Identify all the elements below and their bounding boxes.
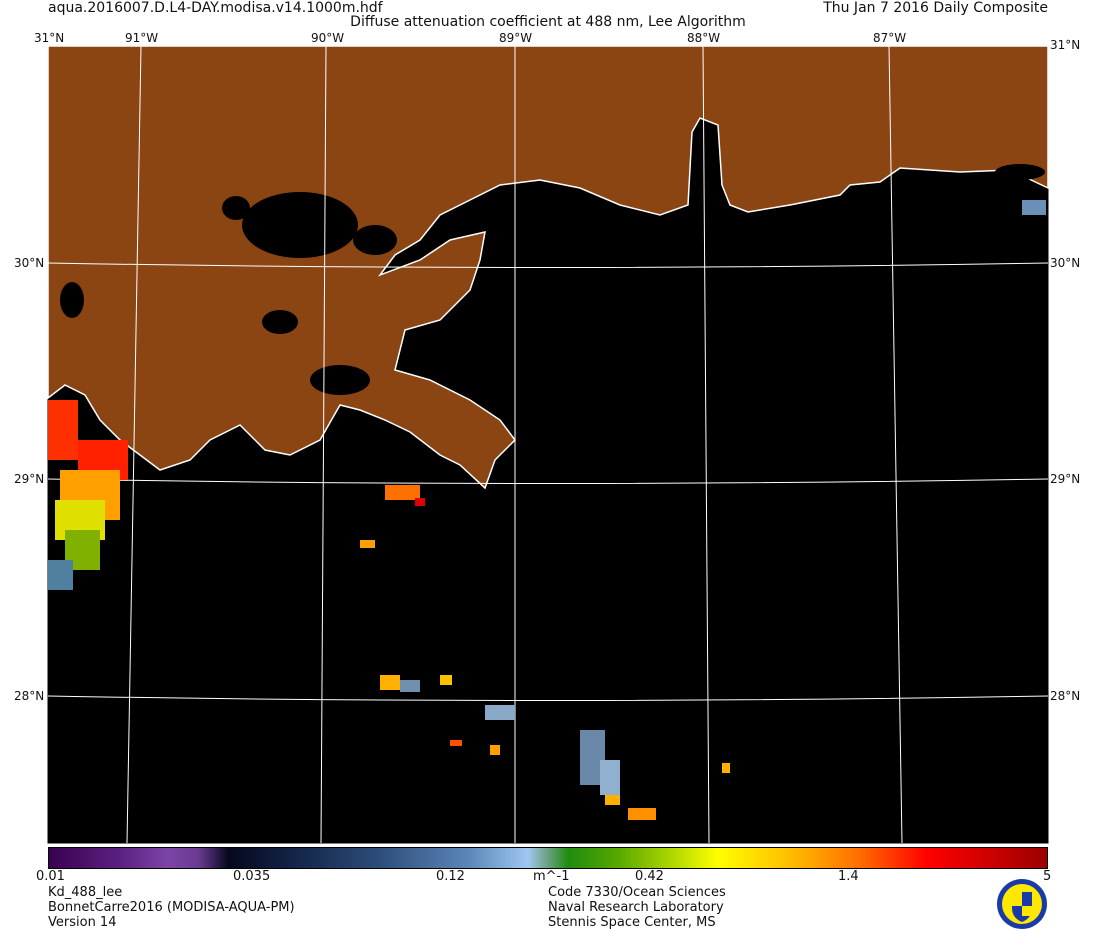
lat-label-left: 29°N	[14, 472, 45, 486]
lat-label-right: 30°N	[1050, 256, 1081, 270]
lon-label: 89°W	[499, 31, 533, 45]
org-name: Naval Research Laboratory	[548, 900, 724, 915]
lat-label-left: 28°N	[14, 689, 45, 703]
version: Version 14	[48, 915, 117, 930]
barataria-bay	[310, 365, 370, 395]
colorbar-tick: 0.035	[233, 869, 271, 884]
lat-label-left: 30°N	[14, 256, 45, 270]
lake	[60, 282, 84, 318]
lon-label: 87°W	[873, 31, 907, 45]
map-title: Diffuse attenuation coefficient at 488 n…	[350, 14, 746, 30]
colorbar-tick: 5	[1043, 869, 1052, 884]
lake-pontchartrain	[242, 192, 358, 258]
corner-label-top-left: 31°N	[34, 31, 65, 45]
org-code: Code 7330/Ocean Sciences	[548, 885, 726, 900]
colorbar	[48, 847, 1048, 869]
nrl-seal-logo	[997, 879, 1047, 929]
lake	[262, 310, 298, 334]
project-name: BonnetCarre2016 (MODISA-AQUA-PM)	[48, 900, 295, 915]
product-name: Kd_488_lee	[48, 885, 123, 900]
lon-label: 91°W	[125, 31, 159, 45]
colorbar-unit: m^-1	[533, 869, 570, 884]
land	[47, 45, 1049, 490]
lat-label-right: 29°N	[1050, 472, 1081, 486]
lake-borgne	[353, 225, 397, 255]
bay	[995, 164, 1045, 180]
filename: aqua.2016007.D.L4-DAY.modisa.v14.1000m.h…	[48, 0, 383, 16]
lake-maurepas	[222, 196, 250, 220]
kd-data-patches	[48, 200, 1046, 820]
colorbar-tick: 1.4	[838, 869, 859, 884]
lon-label: 90°W	[311, 31, 345, 45]
lon-label: 88°W	[687, 31, 721, 45]
colorbar-tick: 0.01	[36, 869, 65, 884]
colorbar-tick: 0.42	[635, 869, 664, 884]
kd488-map	[47, 45, 1049, 844]
corner-label-top-right: 31°N	[1050, 38, 1081, 52]
lat-label-right: 28°N	[1050, 689, 1081, 703]
colorbar-tick: 0.12	[436, 869, 465, 884]
composite-date: Thu Jan 7 2016 Daily Composite	[823, 0, 1048, 16]
org-location: Stennis Space Center, MS	[548, 915, 716, 930]
mobile-bay	[694, 135, 718, 215]
graticule	[47, 45, 1049, 844]
